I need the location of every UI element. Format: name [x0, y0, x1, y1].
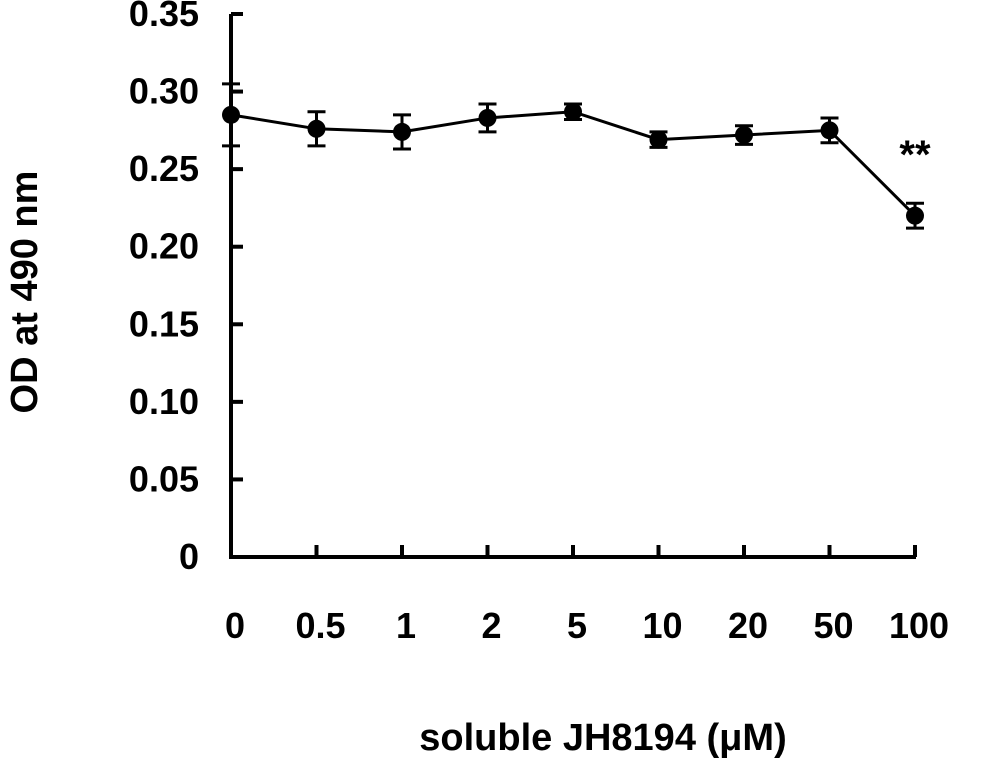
data-point	[735, 126, 753, 145]
data-point	[222, 105, 240, 124]
series-line	[222, 82, 924, 230]
data-point	[307, 119, 326, 138]
data-point	[906, 206, 924, 225]
x-tick-label: 5	[567, 605, 587, 646]
y-tick-label: 0.25	[129, 148, 199, 189]
y-tick-label: 0.30	[129, 71, 199, 112]
x-tick-label: 20	[728, 605, 768, 646]
x-tick-label: 1	[396, 605, 416, 646]
y-tick-label: 0.15	[129, 303, 199, 344]
x-tick-label: 0.5	[295, 605, 345, 646]
significance-annotation: **	[899, 133, 931, 177]
x-tick-label: 10	[642, 605, 682, 646]
x-tick-label: 2	[481, 605, 501, 646]
x-tick-label: 50	[813, 605, 853, 646]
x-tick-label: 0	[225, 605, 245, 646]
data-point	[564, 102, 582, 121]
data-point	[393, 122, 411, 141]
x-axis-title: soluble JH8194 (μM)	[419, 717, 786, 759]
y-tick-label: 0.10	[129, 381, 199, 422]
tick-labels: 0 0.05 0.10 0.15 0.20 0.25 0.30 0.35 0 0.5 1 2 5 10 20…	[129, 0, 949, 646]
y-tick-label: 0.05	[129, 458, 199, 499]
x-tick-label: 100	[889, 605, 949, 646]
data-point	[478, 108, 497, 127]
data-point	[820, 121, 839, 140]
y-tick-label: 0.35	[129, 0, 199, 34]
y-axis-title: OD at 490 nm	[4, 171, 46, 414]
axes	[229, 12, 917, 559]
y-tick-label: 0.20	[129, 226, 199, 267]
series-polyline	[230, 110, 917, 217]
data-point	[649, 130, 668, 149]
y-tick-label: 0	[179, 536, 199, 577]
